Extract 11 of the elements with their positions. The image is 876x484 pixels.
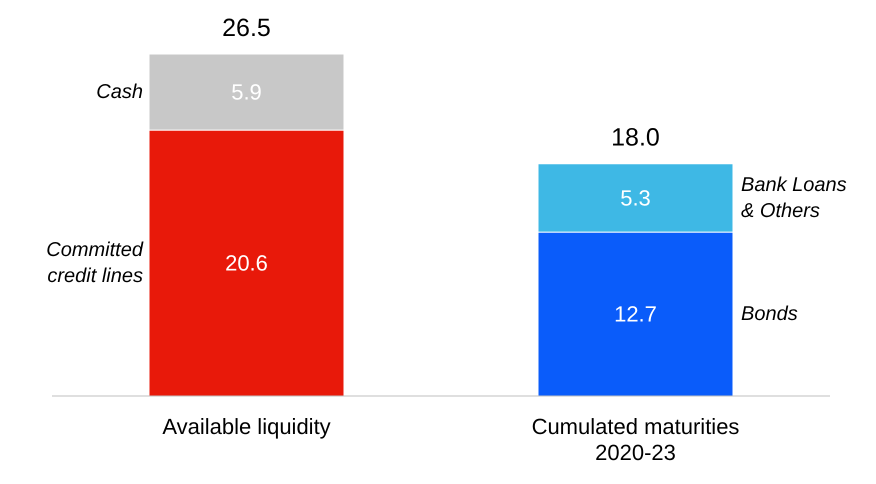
data-label: 20.6 [225, 250, 268, 276]
series-label: Bank Loans & Others [741, 174, 847, 222]
x-tick-label: Cumulated maturities 2020-23 [532, 414, 740, 465]
series-label: Committed credit lines [46, 239, 144, 288]
data-label: 12.7 [614, 302, 657, 327]
total-label: 18.0 [611, 124, 660, 152]
series-label: Cash [96, 81, 143, 104]
data-label: 5.3 [620, 185, 651, 210]
total-label: 26.5 [222, 14, 271, 42]
x-tick-label: Available liquidity [162, 414, 331, 439]
series-label: Bonds [741, 303, 798, 326]
